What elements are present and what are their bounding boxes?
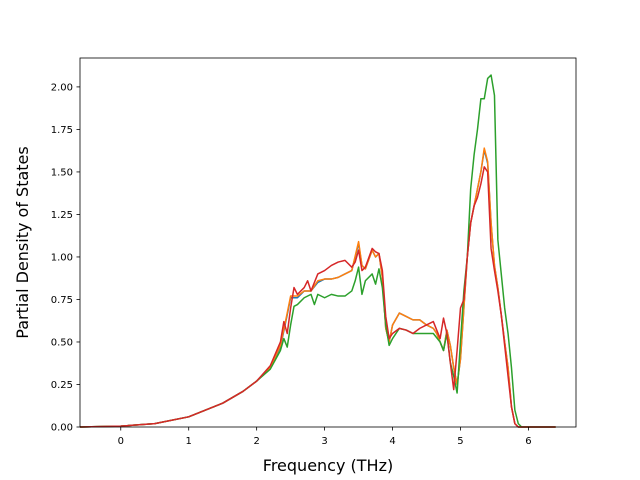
y-tick-label: 1.00: [51, 252, 73, 263]
y-tick-label: 0.75: [51, 295, 73, 306]
series-line-3: [79, 74, 556, 428]
series-line-2: [79, 147, 556, 428]
y-tick-label: 2.00: [51, 82, 73, 93]
series-line-4: [79, 166, 556, 428]
x-tick-label: 0: [118, 436, 124, 447]
y-tick-label: 1.50: [51, 167, 73, 178]
x-tick-label: 4: [389, 436, 395, 447]
x-tick-label: 6: [525, 436, 531, 447]
y-axis-ticks: 0.00 0.25 0.50 0.75 1.00 1.25 1.50 1.75 2.00: [51, 82, 80, 434]
y-tick-label: 1.25: [51, 210, 73, 221]
y-tick-label: 0.50: [51, 337, 73, 348]
x-tick-label: 5: [457, 436, 463, 447]
x-tick-label: 1: [186, 436, 192, 447]
x-tick-label: 3: [321, 436, 327, 447]
y-axis-label: Partial Density of States: [13, 146, 32, 338]
series-lines: [79, 74, 556, 428]
x-tick-label: 2: [253, 436, 259, 447]
x-axis-label: Frequency (THz): [263, 456, 393, 475]
y-tick-label: 0.00: [51, 423, 73, 434]
y-tick-label: 1.75: [51, 125, 73, 136]
y-tick-label: 0.25: [51, 380, 73, 391]
x-axis-ticks: 0 1 2 3 4 5 6: [118, 427, 532, 447]
axes-frame: [79, 57, 577, 428]
